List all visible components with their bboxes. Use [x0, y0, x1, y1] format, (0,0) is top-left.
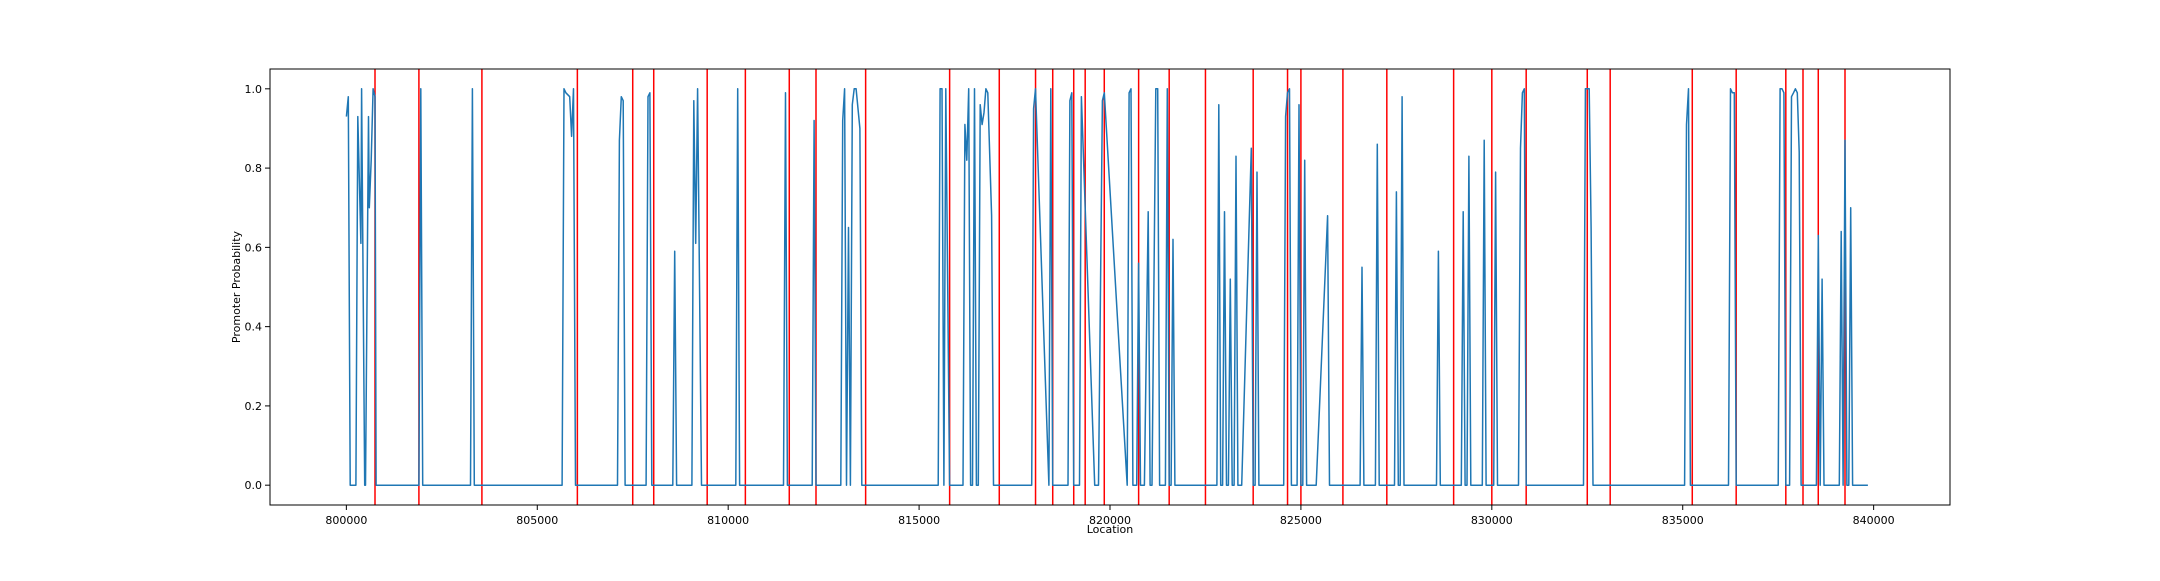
y-axis-title: Promoter Probability: [230, 230, 243, 343]
plot-frame: [269, 68, 1951, 506]
y-tick-label-1: 0.2: [245, 400, 263, 413]
series-line-0: [345, 88, 1868, 486]
x-tick-label-2: 810000: [707, 514, 749, 527]
x-tick-label-8: 840000: [1853, 514, 1895, 527]
x-tick-label-5: 825000: [1280, 514, 1322, 527]
x-tick-label-6: 830000: [1471, 514, 1513, 527]
x-tick-label-1: 805000: [516, 514, 558, 527]
y-tick-label-3: 0.6: [245, 241, 263, 254]
y-tick-label-4: 0.8: [245, 162, 263, 175]
y-tick-label-5: 1.0: [245, 83, 263, 96]
red-marker-lines: [374, 69, 1846, 505]
y-axis-ticks: 0.0 0.2 0.4 0.6 0.8 1.0: [245, 83, 270, 492]
x-axis-title: Location: [1087, 523, 1134, 536]
x-tick-label-3: 815000: [898, 514, 940, 527]
y-tick-label-0: 0.0: [245, 479, 263, 492]
x-tick-label-0: 800000: [325, 514, 367, 527]
x-axis-ticks: 800000 805000 810000 815000 820000 825000 8300…: [325, 505, 1895, 527]
x-tick-label-7: 835000: [1662, 514, 1704, 527]
x-tick-label-4: 820000: [1089, 514, 1131, 527]
y-tick-label-2: 0.4: [245, 321, 263, 334]
series-layer: [345, 88, 1868, 486]
